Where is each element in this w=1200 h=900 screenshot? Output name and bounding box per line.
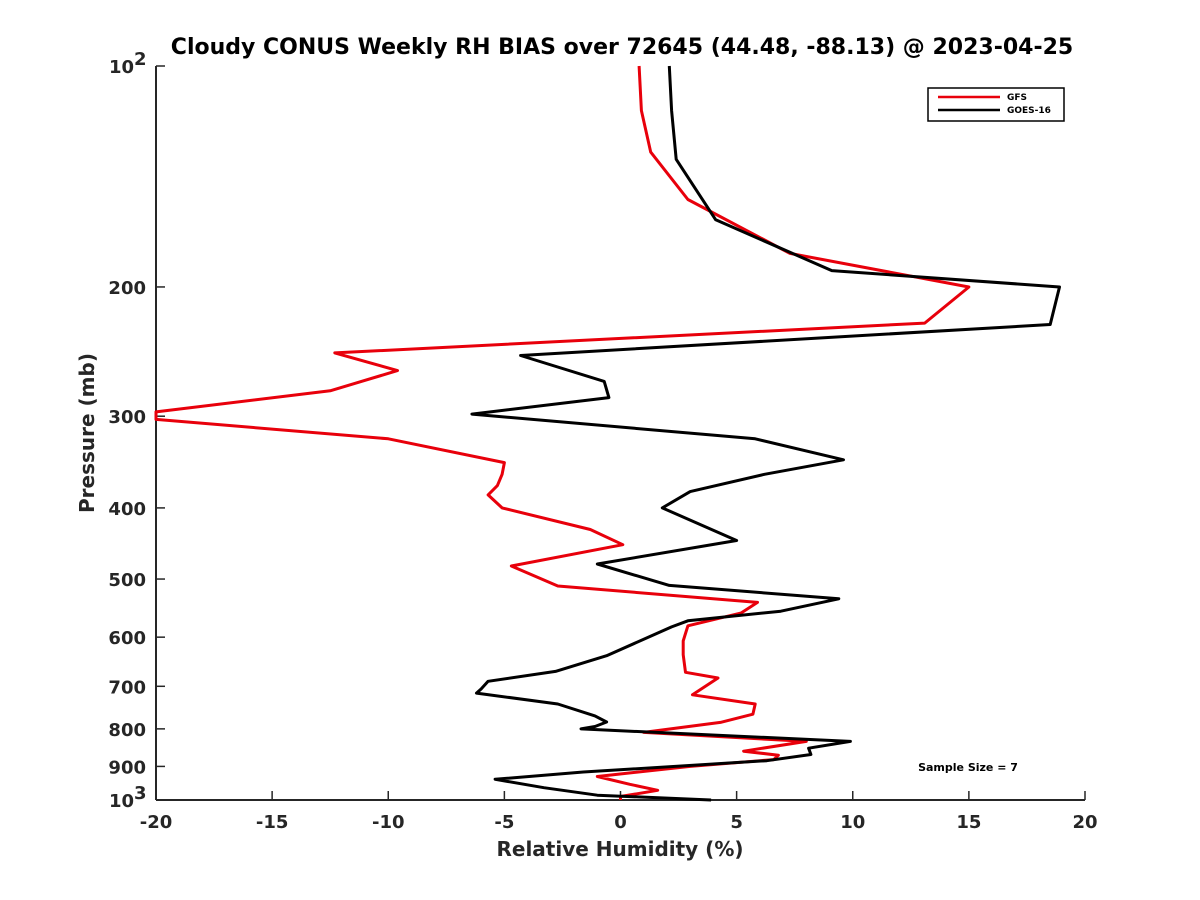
- y-tick-exponent: 3: [134, 783, 147, 804]
- y-tick-label: 700: [108, 677, 146, 698]
- y-tick-label: 400: [108, 499, 146, 520]
- y-tick-exponent: 2: [134, 49, 147, 70]
- sample-size-annotation: Sample Size = 7: [918, 761, 1018, 774]
- y-tick-label: 300: [108, 407, 146, 428]
- y-tick-label: 10: [109, 57, 134, 78]
- series-layer: [154, 65, 1061, 802]
- x-tick-label: 0: [614, 812, 627, 833]
- legend-box: [927, 87, 1065, 122]
- x-tick-label: 10: [840, 812, 865, 833]
- legend-label-gfs: GFS: [1007, 93, 1027, 103]
- x-tick-label: -15: [256, 812, 289, 833]
- y-tick-label: 900: [108, 757, 146, 778]
- x-axis-ticks: -20 -15 -10 -5 0 5 10 15 20: [140, 791, 1098, 833]
- y-tick-label: 10: [109, 791, 134, 812]
- legend-label-goes16: GOES-16: [1007, 106, 1051, 116]
- y-tick-label: 600: [108, 628, 146, 649]
- x-tick-label: 20: [1072, 812, 1097, 833]
- x-tick-label: -20: [140, 812, 173, 833]
- x-axis-label: Relative Humidity (%): [496, 837, 743, 861]
- series-line-gfs: [154, 65, 971, 800]
- x-tick-label: 15: [956, 812, 981, 833]
- plot-area: [155, 66, 1085, 801]
- x-tick-label: 5: [730, 812, 743, 833]
- series-line-goes16: [470, 65, 1061, 802]
- y-tick-label: 500: [108, 570, 146, 591]
- y-tick-label: 200: [108, 278, 146, 299]
- x-tick-label: -5: [494, 812, 514, 833]
- chart-legend: GFS GOES-16: [927, 87, 1065, 122]
- y-axis-label: Pressure (mb): [75, 353, 99, 513]
- x-tick-label: -10: [372, 812, 405, 833]
- chart-title: Cloudy CONUS Weekly RH BIAS over 72645 (…: [171, 35, 1073, 60]
- y-tick-label: 800: [108, 720, 146, 741]
